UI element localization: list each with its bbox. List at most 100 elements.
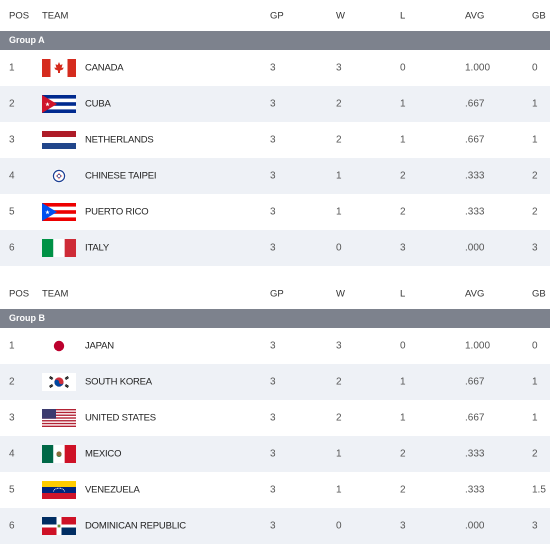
italy-flag-icon <box>42 239 76 257</box>
avg-cell: 1.000 <box>465 62 491 74</box>
l-cell: 1 <box>400 134 406 146</box>
south-korea-flag-icon <box>42 373 76 391</box>
l-cell: 3 <box>400 520 406 532</box>
avg-cell: .667 <box>465 98 485 110</box>
table-row[interactable]: 3 UNITED STATES 3 2 1 .667 1 <box>0 400 550 436</box>
table-row[interactable]: 1 CANADA 3 3 0 1.000 0 <box>0 50 550 86</box>
section-spacer <box>0 266 550 278</box>
pos-cell: 6 <box>9 520 15 532</box>
team-name: JAPAN <box>85 340 114 352</box>
netherlands-flag-icon <box>42 131 76 149</box>
japan-flag-icon <box>42 337 76 355</box>
l-cell: 1 <box>400 412 406 424</box>
group-b-bar: Group B <box>0 309 550 328</box>
w-cell: 2 <box>336 98 342 110</box>
gp-cell: 3 <box>270 448 276 460</box>
header-avg: AVG <box>465 10 485 21</box>
gp-cell: 3 <box>270 376 276 388</box>
w-cell: 0 <box>336 242 342 254</box>
pos-cell: 3 <box>9 134 15 146</box>
gb-cell: 2 <box>532 206 538 218</box>
avg-cell: .000 <box>465 242 485 254</box>
venezuela-flag-icon <box>42 481 76 499</box>
team-name: NETHERLANDS <box>85 134 154 146</box>
dominican-republic-flag-icon <box>42 517 76 535</box>
pos-cell: 4 <box>9 170 15 182</box>
gb-cell: 3 <box>532 242 538 254</box>
team-name: MEXICO <box>85 448 122 460</box>
avg-cell: 1.000 <box>465 340 491 352</box>
pos-cell: 5 <box>9 484 15 496</box>
team-name: UNITED STATES <box>85 412 156 424</box>
l-cell: 3 <box>400 242 406 254</box>
header-pos: POS <box>9 288 30 299</box>
table-row[interactable]: 6 DOMINICAN REPUBLIC 3 0 3 .000 3 <box>0 508 550 544</box>
gp-cell: 3 <box>270 206 276 218</box>
gb-cell: 3 <box>532 520 538 532</box>
gp-cell: 3 <box>270 98 276 110</box>
table-row[interactable]: 2 CUBA 3 2 1 .667 1 <box>0 86 550 122</box>
w-cell: 3 <box>336 340 342 352</box>
gp-cell: 3 <box>270 134 276 146</box>
header-pos: POS <box>9 10 30 21</box>
w-cell: 1 <box>336 170 342 182</box>
avg-cell: .333 <box>465 206 485 218</box>
w-cell: 3 <box>336 62 342 74</box>
l-cell: 2 <box>400 206 406 218</box>
l-cell: 2 <box>400 448 406 460</box>
header-gb: GB <box>532 288 546 299</box>
table-row[interactable]: 2 SOUTH KOREA 3 2 1 .667 1 <box>0 364 550 400</box>
header-gb: GB <box>532 10 546 21</box>
w-cell: 1 <box>336 448 342 460</box>
team-name: CANADA <box>85 62 124 74</box>
table-row[interactable]: 1 JAPAN 3 3 0 1.000 0 <box>0 328 550 364</box>
table-row[interactable]: 4 CHINESE TAIPEI 3 1 2 .333 2 <box>0 158 550 194</box>
pos-cell: 3 <box>9 412 15 424</box>
avg-cell: .667 <box>465 376 485 388</box>
gp-cell: 3 <box>270 170 276 182</box>
cuba-flag-icon <box>42 95 76 113</box>
w-cell: 2 <box>336 412 342 424</box>
team-name: PUERTO RICO <box>85 206 149 218</box>
gb-cell: 1 <box>532 98 538 110</box>
table-row[interactable]: 5 VENEZUELA 3 1 2 .333 1.5 <box>0 472 550 508</box>
header-team: TEAM <box>42 10 69 21</box>
header-l: L <box>400 10 406 21</box>
pos-cell: 2 <box>9 98 15 110</box>
table-row[interactable]: 6 ITALY 3 0 3 .000 3 <box>0 230 550 266</box>
table-header: POS TEAM GP W L AVG GB <box>0 278 550 309</box>
table-row[interactable]: 4 MEXICO 3 1 2 .333 2 <box>0 436 550 472</box>
avg-cell: .000 <box>465 520 485 532</box>
group-a-bar: Group A <box>0 31 550 50</box>
avg-cell: .667 <box>465 134 485 146</box>
gp-cell: 3 <box>270 484 276 496</box>
l-cell: 2 <box>400 484 406 496</box>
l-cell: 1 <box>400 98 406 110</box>
group-title: Group A <box>9 35 45 45</box>
gp-cell: 3 <box>270 412 276 424</box>
team-name: ITALY <box>85 242 109 254</box>
chinese-taipei-flag-icon <box>42 167 76 185</box>
header-w: W <box>336 10 345 21</box>
table-header: POS TEAM GP W L AVG GB <box>0 0 550 31</box>
team-name: SOUTH KOREA <box>85 376 152 388</box>
table-row[interactable]: 3 NETHERLANDS 3 2 1 .667 1 <box>0 122 550 158</box>
avg-cell: .333 <box>465 484 485 496</box>
avg-cell: .667 <box>465 412 485 424</box>
header-avg: AVG <box>465 288 485 299</box>
header-l: L <box>400 288 406 299</box>
l-cell: 0 <box>400 340 406 352</box>
group-title: Group B <box>9 313 45 323</box>
canada-flag-icon <box>42 59 76 77</box>
gb-cell: 1 <box>532 412 538 424</box>
mexico-flag-icon <box>42 445 76 463</box>
puerto-rico-flag-icon <box>42 203 76 221</box>
table-row[interactable]: 5 PUERTO RICO 3 1 2 .333 2 <box>0 194 550 230</box>
pos-cell: 2 <box>9 376 15 388</box>
w-cell: 1 <box>336 206 342 218</box>
team-name: CUBA <box>85 98 111 110</box>
w-cell: 2 <box>336 134 342 146</box>
pos-cell: 1 <box>9 340 15 352</box>
pos-cell: 4 <box>9 448 15 460</box>
